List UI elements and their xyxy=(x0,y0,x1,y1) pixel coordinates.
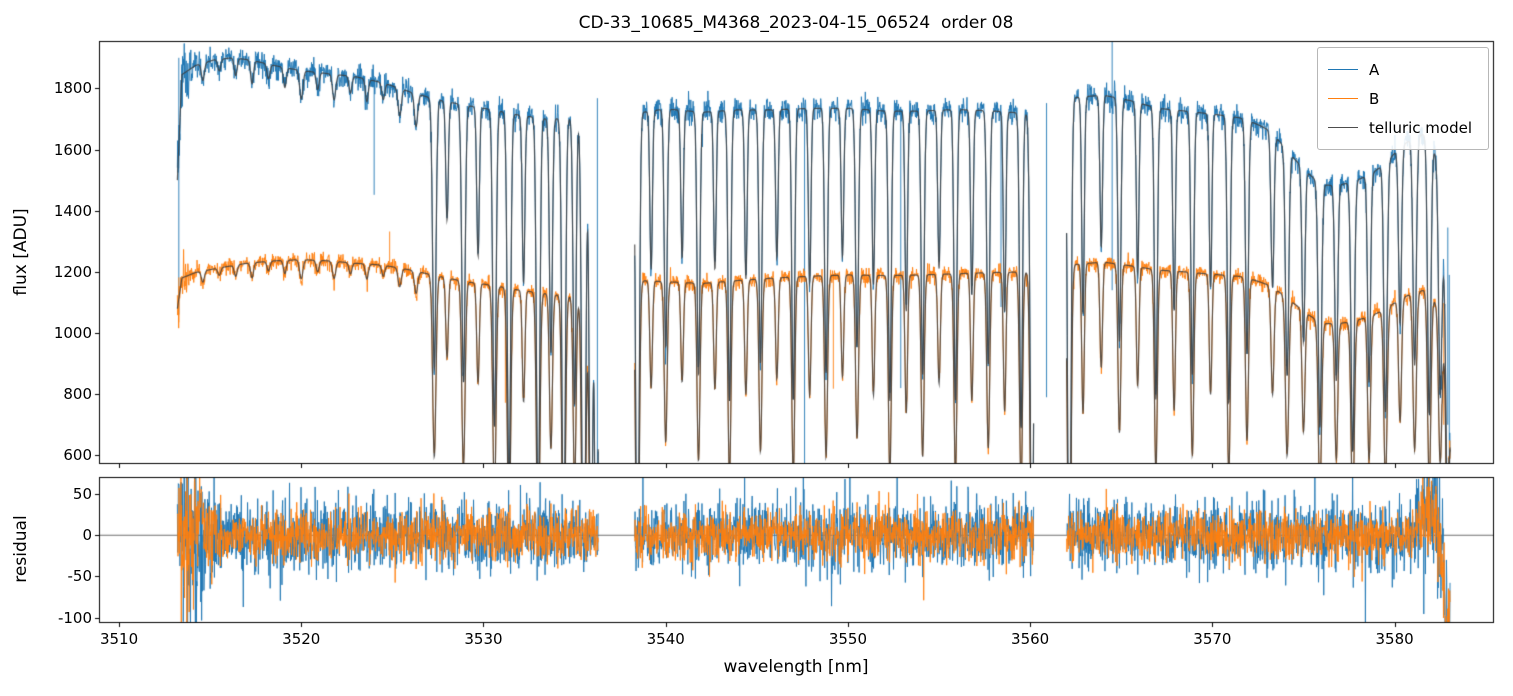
series-b-line-swatch xyxy=(1328,98,1358,99)
legend-entry-a: A xyxy=(1328,55,1478,84)
telluric-model-line-swatch xyxy=(1328,127,1358,128)
x-tick-label: 3580 xyxy=(1375,630,1414,648)
residual-y-tick-label: -50 xyxy=(67,567,93,586)
residual-axis-label: residual xyxy=(11,515,31,583)
flux-y-tick-label: 1600 xyxy=(53,140,92,159)
residual-y-tick-label: 0 xyxy=(82,526,92,544)
x-tick-label: 3570 xyxy=(1193,630,1232,648)
x-tick-label: 3530 xyxy=(464,630,503,648)
plot-title: CD-33_10685_M4368_2023-04-15_06524 order… xyxy=(578,13,1014,33)
flux-y-tick-label: 1800 xyxy=(53,79,92,98)
series-a-line-swatch xyxy=(1328,69,1358,70)
flux-y-tick-label: 1000 xyxy=(53,324,92,343)
wavelength-axis-label: wavelength [nm] xyxy=(723,657,869,677)
x-tick-label: 3540 xyxy=(646,630,685,648)
series-b-label: B xyxy=(1369,89,1380,108)
flux-y-tick-label: 800 xyxy=(63,385,92,404)
telluric-model-label: telluric model xyxy=(1369,118,1473,137)
series-a-label: A xyxy=(1369,60,1380,79)
legend: A B telluric model xyxy=(1317,47,1489,150)
flux-y-tick-label: 1200 xyxy=(53,262,92,281)
residual-y-tick-label: 50 xyxy=(72,484,92,503)
legend-entry-telluric: telluric model xyxy=(1328,113,1478,142)
residual-y-tick-label: -100 xyxy=(57,608,92,627)
flux-y-tick-label: 600 xyxy=(63,446,92,465)
x-tick-label: 3510 xyxy=(99,630,139,648)
flux-axis-label: flux [ADU] xyxy=(11,208,31,296)
x-tick-label: 3560 xyxy=(1011,630,1050,648)
flux-y-tick-label: 1400 xyxy=(53,201,92,220)
x-tick-label: 3550 xyxy=(828,630,868,648)
x-tick-label: 3520 xyxy=(282,630,321,648)
legend-entry-b: B xyxy=(1328,84,1478,113)
